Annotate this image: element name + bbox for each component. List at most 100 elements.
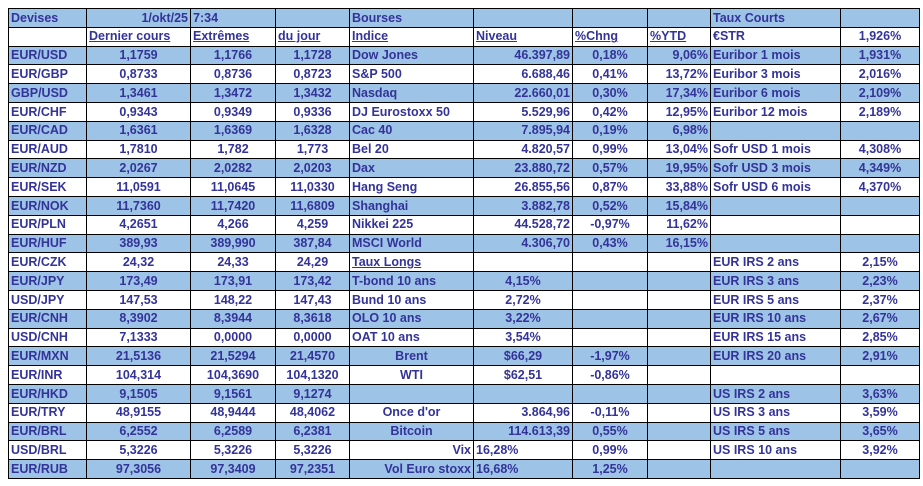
rate-value-cell: 2,37% — [840, 289, 920, 310]
rate-value-cell — [840, 195, 920, 216]
extremes-cell: 1,782 — [190, 139, 276, 160]
ytd-cell — [647, 459, 711, 479]
ytd-cell — [647, 289, 711, 310]
index-name-cell: Bel 20 — [349, 139, 474, 160]
empty-cell — [275, 8, 350, 28]
ytd-cell: 9,06% — [647, 45, 711, 66]
index-name-cell: Dow Jones — [349, 45, 474, 66]
bourses-title: Bourses — [349, 8, 474, 28]
market-dashboard-table: Devises 1/okt/25 7:34 Bourses Taux Court… — [8, 8, 920, 479]
rate-value-cell — [840, 120, 920, 141]
chng-cell: 0,57% — [572, 158, 648, 179]
day-cell: 11,6809 — [275, 195, 350, 216]
currency-pair-cell: EUR/INR — [8, 365, 87, 385]
chng-cell — [572, 327, 648, 348]
niveau-cell: 3,22% — [473, 308, 573, 329]
index-name-cell: Dax — [349, 158, 474, 179]
index-name-cell: T-bond 10 ans — [349, 271, 474, 291]
ytd-cell — [647, 440, 711, 461]
last-cell: 0,8733 — [86, 64, 191, 85]
table-row: EUR/PLN 4,2651 4,266 4,259 Nikkei 225 44… — [8, 214, 920, 235]
chng-cell: 0,19% — [572, 120, 648, 141]
index-name-cell: MSCI World — [349, 233, 474, 254]
chng-cell: 0,52% — [572, 195, 648, 216]
extremes-cell: 21,5294 — [190, 346, 276, 367]
extremes-cell: 9,1561 — [190, 383, 276, 404]
currency-pair-cell: EUR/GBP — [8, 64, 87, 85]
table-row: EUR/HKD 9,1505 9,1561 9,1274 US IRS 2 an… — [8, 383, 920, 404]
date-cell: 1/okt/25 — [86, 8, 191, 28]
rate-value-cell: 2,67% — [840, 308, 920, 329]
empty-cell — [8, 26, 87, 47]
chng-cell — [572, 289, 648, 310]
extremes-cell: 11,0645 — [190, 177, 276, 197]
table-row: EUR/GBP 0,8733 0,8736 0,8723 S&P 500 6.6… — [8, 64, 920, 85]
rate-value-cell: 1,926% — [840, 26, 920, 47]
extremes-cell: 0,0000 — [190, 327, 276, 348]
chng-cell: 0,18% — [572, 45, 648, 66]
chng-cell: 0,30% — [572, 83, 648, 103]
rate-value-cell: 2,189% — [840, 101, 920, 122]
currency-pair-cell: EUR/AUD — [8, 139, 87, 160]
table-row: EUR/JPY 173,49 173,91 173,42 T-bond 10 a… — [8, 271, 920, 291]
col-header-extremes: Extrêmes — [190, 26, 276, 47]
rate-value-cell: 2,109% — [840, 83, 920, 103]
chng-cell: 0,41% — [572, 64, 648, 85]
last-cell: 173,49 — [86, 271, 191, 291]
col-header-niveau: Niveau — [473, 26, 573, 47]
col-header-ytd: %YTD — [647, 26, 711, 47]
last-cell: 104,314 — [86, 365, 191, 385]
last-cell: 389,93 — [86, 233, 191, 254]
table-row: GBP/USD 1,3461 1,3472 1,3432 Nasdaq 22.6… — [8, 83, 920, 103]
niveau-cell: 46.397,89 — [473, 45, 573, 66]
table-row: EUR/TRY 48,9155 48,9444 48,4062 Once d'o… — [8, 402, 920, 423]
rate-value-cell — [840, 459, 920, 479]
ytd-cell: 19,95% — [647, 158, 711, 179]
niveau-cell: 5.529,96 — [473, 101, 573, 122]
last-cell: 0,9343 — [86, 101, 191, 122]
last-cell: 11,7360 — [86, 195, 191, 216]
chng-cell: -1,97% — [572, 346, 648, 367]
index-name-cell: DJ Eurostoxx 50 — [349, 101, 474, 122]
rate-label-cell: Sofr USD 6 mois — [710, 177, 841, 197]
last-cell: 1,7810 — [86, 139, 191, 160]
last-cell: 21,5136 — [86, 346, 191, 367]
rate-label-cell: Euribor 3 mois — [710, 64, 841, 85]
commodity-name-cell: Once d'or — [349, 402, 474, 423]
ytd-cell — [647, 365, 711, 385]
ytd-cell — [647, 308, 711, 329]
chng-cell: -0,86% — [572, 365, 648, 385]
table-row: EUR/NZD 2,0267 2,0282 2,0203 Dax 23.880,… — [8, 158, 920, 179]
rate-value-cell: 4,349% — [840, 158, 920, 179]
table-row: EUR/USD 1,1759 1,1766 1,1728 Dow Jones 4… — [8, 45, 920, 66]
rate-label-cell: US IRS 2 ans — [710, 383, 841, 404]
table-row: EUR/HUF 389,93 389,990 387,84 MSCI World… — [8, 233, 920, 254]
commodity-name-cell: WTI — [349, 365, 474, 385]
empty-cell — [473, 8, 573, 28]
extremes-cell: 24,33 — [190, 252, 276, 273]
table-row: USD/JPY 147,53 148,22 147,43 Bund 10 ans… — [8, 289, 920, 310]
ytd-cell: 6,98% — [647, 120, 711, 141]
rate-label-cell: US IRS 3 ans — [710, 402, 841, 423]
currency-pair-cell: EUR/TRY — [8, 402, 87, 423]
last-cell: 24,32 — [86, 252, 191, 273]
title-row: Devises 1/okt/25 7:34 Bourses Taux Court… — [8, 8, 920, 28]
rate-label-cell — [710, 195, 841, 216]
currency-pair-cell: USD/CNH — [8, 327, 87, 348]
day-cell: 4,259 — [275, 214, 350, 235]
niveau-cell: 16,28% — [473, 440, 573, 461]
rate-label-cell: EUR IRS 2 ans — [710, 252, 841, 273]
rate-label-cell: Sofr USD 1 mois — [710, 139, 841, 160]
day-cell: 387,84 — [275, 233, 350, 254]
empty-cell — [840, 8, 920, 28]
rate-label-cell — [710, 120, 841, 141]
extremes-cell: 4,266 — [190, 214, 276, 235]
index-name-cell: Shanghai — [349, 195, 474, 216]
day-cell: 48,4062 — [275, 402, 350, 423]
rate-label-cell: EUR IRS 20 ans — [710, 346, 841, 367]
rate-value-cell: 4,370% — [840, 177, 920, 197]
rate-label-cell: US IRS 10 ans — [710, 440, 841, 461]
niveau-cell: 3,54% — [473, 327, 573, 348]
index-name-cell: Bund 10 ans — [349, 289, 474, 310]
rate-value-cell: 1,931% — [840, 45, 920, 66]
